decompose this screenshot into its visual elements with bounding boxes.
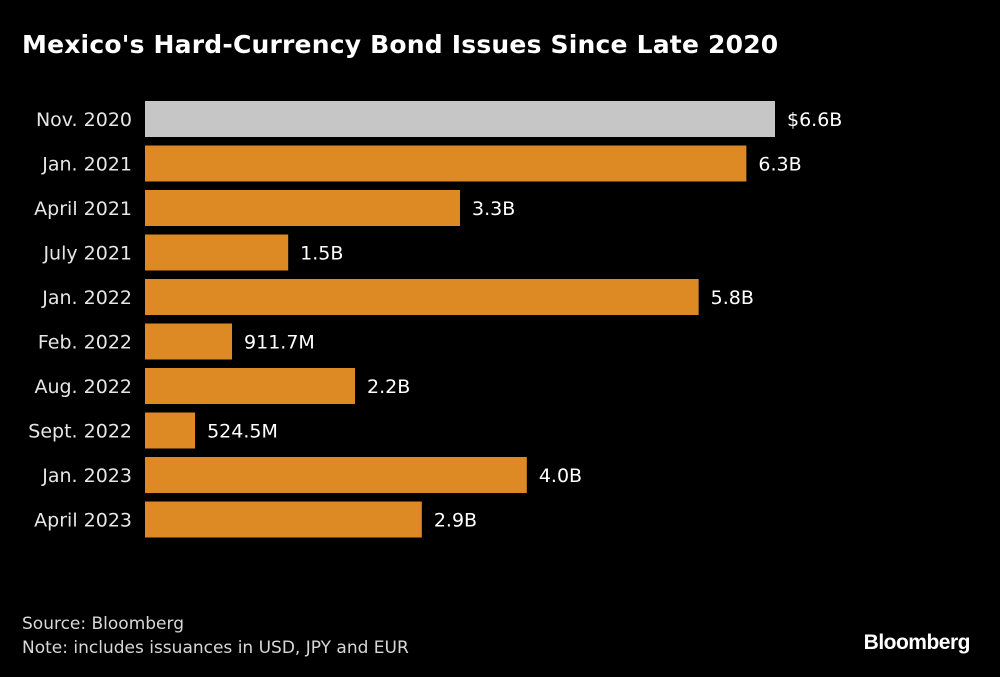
data-label: $6.6B <box>787 109 842 131</box>
data-label: 2.2B <box>367 376 410 398</box>
bloomberg-logo: Bloomberg <box>863 631 971 654</box>
category-label: April 2021 <box>34 198 132 220</box>
bar <box>145 412 196 449</box>
bar <box>145 234 289 271</box>
category-label: Jan. 2021 <box>41 154 132 176</box>
category-label: Jan. 2022 <box>41 287 132 309</box>
category-label: Feb. 2022 <box>38 332 132 354</box>
bar <box>145 457 527 493</box>
source-note: Source: Bloomberg <box>22 614 184 634</box>
category-label: Jan. 2023 <box>41 465 132 487</box>
bar <box>145 145 747 182</box>
bar <box>145 101 775 137</box>
data-label: 4.0B <box>539 465 582 487</box>
category-label: Aug. 2022 <box>34 376 132 398</box>
category-label: July 2021 <box>42 243 132 265</box>
category-label: Nov. 2020 <box>36 109 132 131</box>
bar <box>145 323 233 360</box>
chart-title: Mexico's Hard-Currency Bond Issues Since… <box>22 30 779 59</box>
bar <box>145 190 460 226</box>
data-label: 6.3B <box>758 154 801 176</box>
data-label: 2.9B <box>434 510 477 532</box>
data-label: 1.5B <box>300 243 343 265</box>
bar <box>145 279 699 315</box>
category-label: Sept. 2022 <box>28 421 132 443</box>
bar <box>145 368 355 404</box>
data-label: 5.8B <box>711 287 754 309</box>
bar <box>145 501 422 538</box>
category-label: April 2023 <box>34 510 132 532</box>
data-label: 524.5M <box>207 421 278 443</box>
data-label: 911.7M <box>244 332 315 354</box>
footnote: Note: includes issuances in USD, JPY and… <box>22 638 409 658</box>
data-label: 3.3B <box>472 198 515 220</box>
